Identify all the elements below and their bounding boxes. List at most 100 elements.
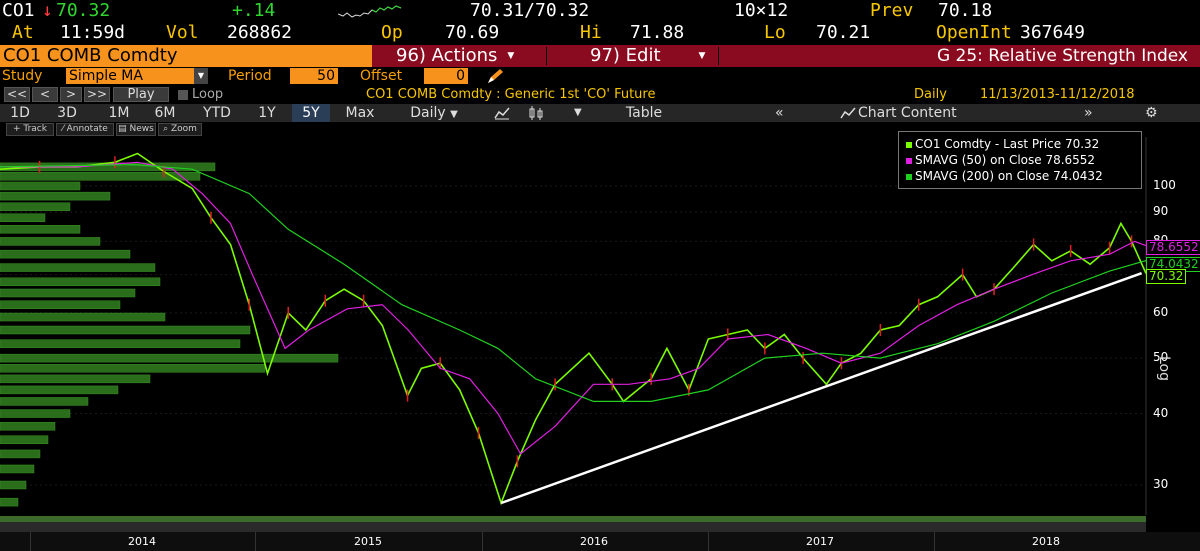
study-label: Study (2, 68, 43, 84)
loop-label: Loop (192, 87, 224, 102)
caret-down-icon: ▼ (450, 109, 458, 120)
volume-profile-bar (0, 339, 241, 348)
zoom-button[interactable]: ⌕ Zoom (158, 123, 202, 136)
range-6m-button[interactable]: 6M (154, 105, 176, 121)
legend-swatch (906, 157, 912, 164)
zoom-icon: ⌕ (163, 124, 171, 134)
legend-item-price[interactable]: CO1 Comdty - Last Price 70.32 (906, 136, 1099, 152)
track-button[interactable]: + Track (6, 123, 54, 136)
period-label: Period (228, 68, 272, 84)
x-axis-label-2017: 2017 (806, 535, 834, 548)
scroll-strip[interactable] (0, 522, 1146, 532)
x-axis-label-2018: 2018 (1032, 535, 1060, 548)
volume-profile-bar (0, 353, 339, 363)
y-axis-tick-label: 40 (1153, 405, 1169, 420)
period-input[interactable]: 50 (290, 68, 338, 84)
period-select[interactable]: Daily ▼ (394, 104, 474, 122)
y-axis-tick-label: 60 (1153, 304, 1169, 319)
offset-input[interactable]: 0 (424, 68, 468, 84)
trend-line[interactable] (500, 272, 1143, 505)
volume-strip (0, 516, 1146, 522)
chart-content-label[interactable]: Chart Content (858, 105, 957, 121)
range-1d-button[interactable]: 1D (10, 105, 30, 121)
range-1y-button[interactable]: 1Y (258, 105, 276, 121)
sparkline-icon (338, 5, 402, 18)
legend-item-sma200[interactable]: SMAVG (200) on Close 74.0432 (906, 168, 1103, 184)
next-button[interactable]: > (60, 87, 82, 102)
prev-button[interactable]: < (32, 87, 58, 102)
legend-label: SMAVG (200) on Close 74.0432 (915, 169, 1103, 183)
period-select-value: Daily (410, 105, 446, 121)
y-axis-value-flag: 74.0432 (1146, 256, 1200, 272)
range-1m-button[interactable]: 1M (108, 105, 130, 121)
volume-profile-bar (0, 435, 49, 444)
bid-ask-size: 10×12 (734, 0, 789, 21)
actions-menu-button[interactable]: 96) Actions ▼ (396, 45, 514, 67)
volume-profile (0, 162, 339, 507)
annotate-button[interactable]: ⁄ Annotate (56, 123, 114, 136)
open-label: Op (381, 22, 403, 43)
legend-item-sma50[interactable]: SMAVG (50) on Close 78.6552 (906, 152, 1095, 168)
title-bar: CO1 COMB Comdty 96) Actions ▼ 97) Edit ▼ G… (0, 45, 1200, 67)
line-chart-icon[interactable] (494, 106, 510, 120)
date-range[interactable]: 11/13/2013-11/12/2018 (980, 87, 1135, 102)
x-axis-label-2016: 2016 (580, 535, 608, 548)
log-scale-label[interactable]: Log (1156, 356, 1172, 382)
sma50-line[interactable] (0, 161, 1147, 455)
security-name[interactable]: CO1 COMB Comdty (0, 45, 372, 67)
table-button[interactable]: Table (625, 105, 663, 121)
ticker[interactable]: CO1 (2, 0, 35, 21)
volume-profile-bar (0, 288, 136, 298)
collapse-right-icon[interactable]: » (1084, 105, 1093, 121)
edit-menu-button[interactable]: 97) Edit ▼ (590, 45, 705, 67)
dropdown-arrow-icon[interactable]: ▼ (194, 68, 208, 84)
range-bar: 1D 3D 1M 6M YTD 1Y 5Y Max Daily ▼ ▼ Tabl… (0, 104, 1200, 122)
volume-profile-bar (0, 191, 111, 201)
volume-profile-bar (0, 237, 101, 246)
loop-checkbox[interactable] (178, 90, 188, 100)
play-button[interactable]: Play (113, 87, 169, 102)
volume-profile-bar (0, 325, 251, 335)
tool-row: + Track ⁄ Annotate ▤ News ⌕ Zoom (0, 123, 1200, 137)
first-button[interactable]: << (4, 87, 30, 102)
range-3d-button[interactable]: 3D (57, 105, 77, 121)
volume-profile-bar (0, 249, 131, 259)
annotate-label: Annotate (66, 124, 108, 134)
legend-swatch (906, 141, 912, 148)
chart-series (0, 152, 1147, 506)
news-button[interactable]: ▤ News (116, 123, 156, 136)
candlestick-icon[interactable] (527, 106, 545, 120)
x-axis-label-2014: 2014 (128, 535, 156, 548)
low-label: Lo (764, 22, 786, 43)
price-chart[interactable] (0, 137, 1200, 532)
pencil-icon[interactable] (485, 68, 505, 85)
news-icon: ▤ (118, 124, 130, 134)
volume: 268862 (227, 22, 293, 43)
chart-legend[interactable]: CO1 Comdty - Last Price 70.32 SMAVG (50)… (898, 131, 1142, 189)
study-select[interactable]: Simple MA ▼ (66, 68, 208, 84)
price-change: +.14 (232, 0, 276, 21)
chart-type-dropdown-icon[interactable]: ▼ (574, 107, 582, 118)
study-value: Simple MA (69, 68, 143, 84)
down-arrow-icon: ↓ (42, 0, 53, 21)
study-bar: Study Simple MA ▼ Period 50 Offset 0 (0, 67, 1200, 86)
volume-profile-bar (0, 277, 161, 287)
high-label: Hi (580, 22, 602, 43)
zoom-label: Zoom (170, 124, 197, 134)
last-button[interactable]: >> (84, 87, 110, 102)
volume-profile-bar (0, 497, 19, 507)
bid-ask: 70.31/70.32 (470, 0, 590, 21)
settings-gear-icon[interactable]: ⚙ (1145, 105, 1158, 121)
x-axis-label-2015: 2015 (354, 535, 382, 548)
volume-profile-bar (0, 213, 46, 222)
range-5y-button[interactable]: 5Y (292, 104, 330, 122)
at-label: At (12, 22, 34, 43)
divider (718, 47, 719, 65)
range-ytd-button[interactable]: YTD (203, 105, 231, 121)
y-axis-tick-label: 30 (1153, 477, 1169, 491)
legend-label: CO1 Comdty - Last Price 70.32 (915, 137, 1100, 151)
collapse-left-icon[interactable]: « (775, 105, 784, 121)
range-max-button[interactable]: Max (345, 105, 375, 121)
sma200-line[interactable] (0, 163, 1147, 402)
volume-profile-bar (0, 364, 266, 373)
